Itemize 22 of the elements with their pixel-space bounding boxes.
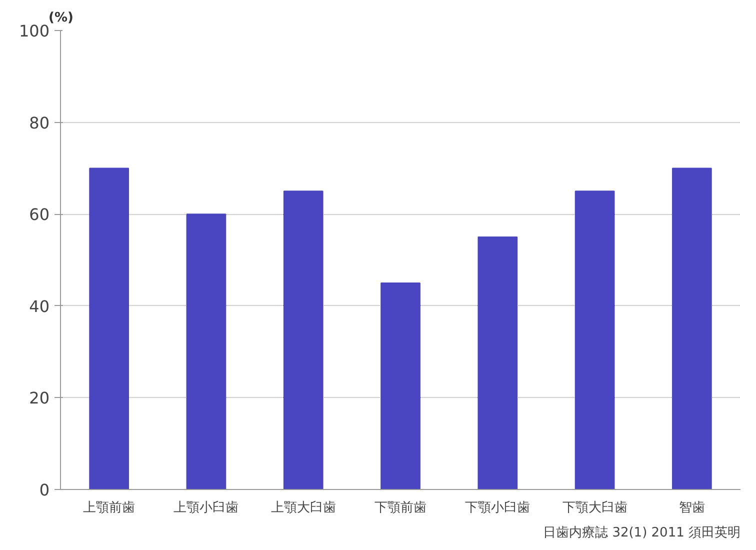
y-tick-label: 100 [18,22,50,40]
x-tick-label: 上顎前歯 [83,500,136,516]
bar [283,190,324,490]
y-tick-label: 80 [29,113,50,132]
bar [89,168,129,490]
y-tick-label: 20 [29,388,50,408]
y-tick-label: 60 [29,205,50,224]
x-tick-label: 上顎大臼歯 [270,500,336,516]
bar [186,214,226,490]
y-axis-title: (%) [48,10,74,26]
bar [574,190,615,490]
y-tick-label: 40 [29,296,50,316]
x-tick-label: 智歯 [678,500,705,516]
y-tick-label: 0 [39,480,50,500]
x-tick-label: 下顎小臼歯 [465,500,530,516]
bar [380,282,420,490]
bar [478,236,518,490]
bar [672,168,712,490]
x-tick-label: 下顎前歯 [374,500,426,516]
x-tick-label: 下顎大臼歯 [562,500,628,516]
text: 日歯内療誌 32(1) 2011 須田英明 [543,526,740,540]
x-tick-label: 上顎小臼歯 [174,500,239,516]
